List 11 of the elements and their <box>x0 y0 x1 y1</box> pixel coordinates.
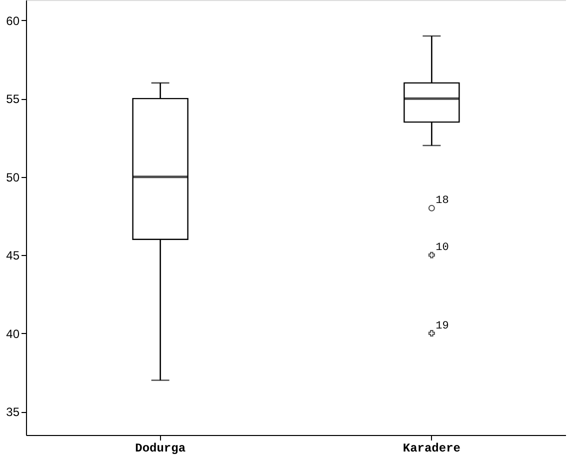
annotation: 19 <box>436 320 449 332</box>
y-tick-label: 35 <box>6 405 20 420</box>
annotation: 10 <box>436 242 449 254</box>
y-tick-label: 45 <box>6 248 20 263</box>
annotation: 18 <box>436 195 449 208</box>
y-tick-label: 60 <box>6 14 20 28</box>
y-tick-label: 50 <box>6 170 20 184</box>
y-tick-label: 55 <box>6 92 20 106</box>
y-tick-label: 40 <box>6 326 20 341</box>
x-tick-label: Dodurga <box>135 442 186 456</box>
x-tick-label: Karadere <box>402 442 460 456</box>
